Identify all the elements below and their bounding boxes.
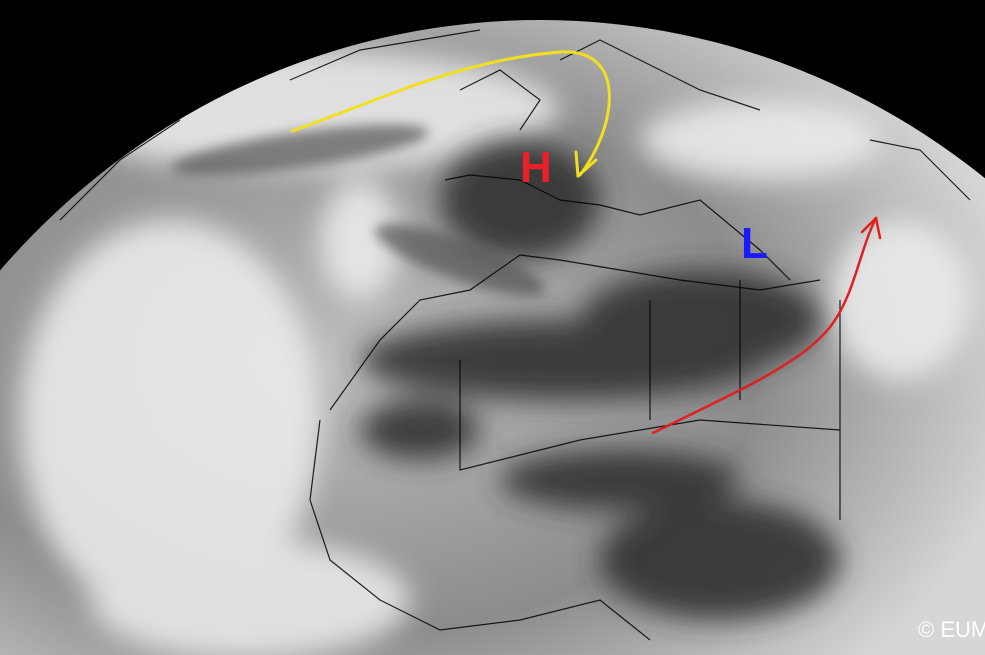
red-jet-arrow — [651, 216, 882, 435]
yellow-jet-arrow — [290, 50, 611, 178]
high-pressure-label: H — [520, 143, 552, 192]
low-pressure-label: L — [741, 219, 768, 268]
copyright-text: © EUM — [918, 617, 985, 642]
